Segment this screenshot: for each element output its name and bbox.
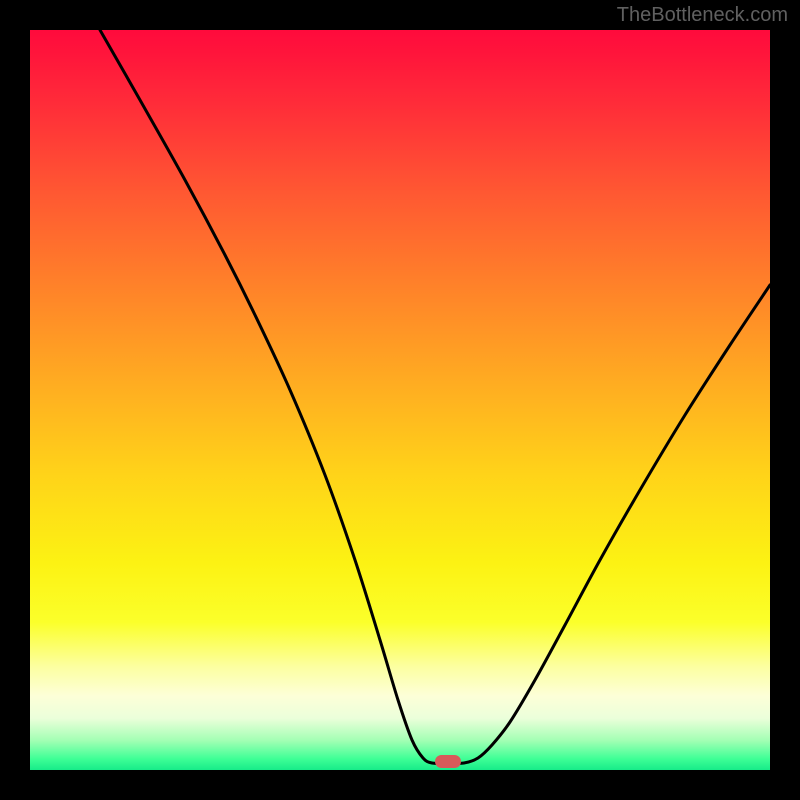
watermark-text: TheBottleneck.com bbox=[617, 4, 788, 27]
plot-area bbox=[30, 30, 770, 770]
bottleneck-curve bbox=[30, 30, 770, 770]
optimal-marker bbox=[435, 755, 461, 768]
